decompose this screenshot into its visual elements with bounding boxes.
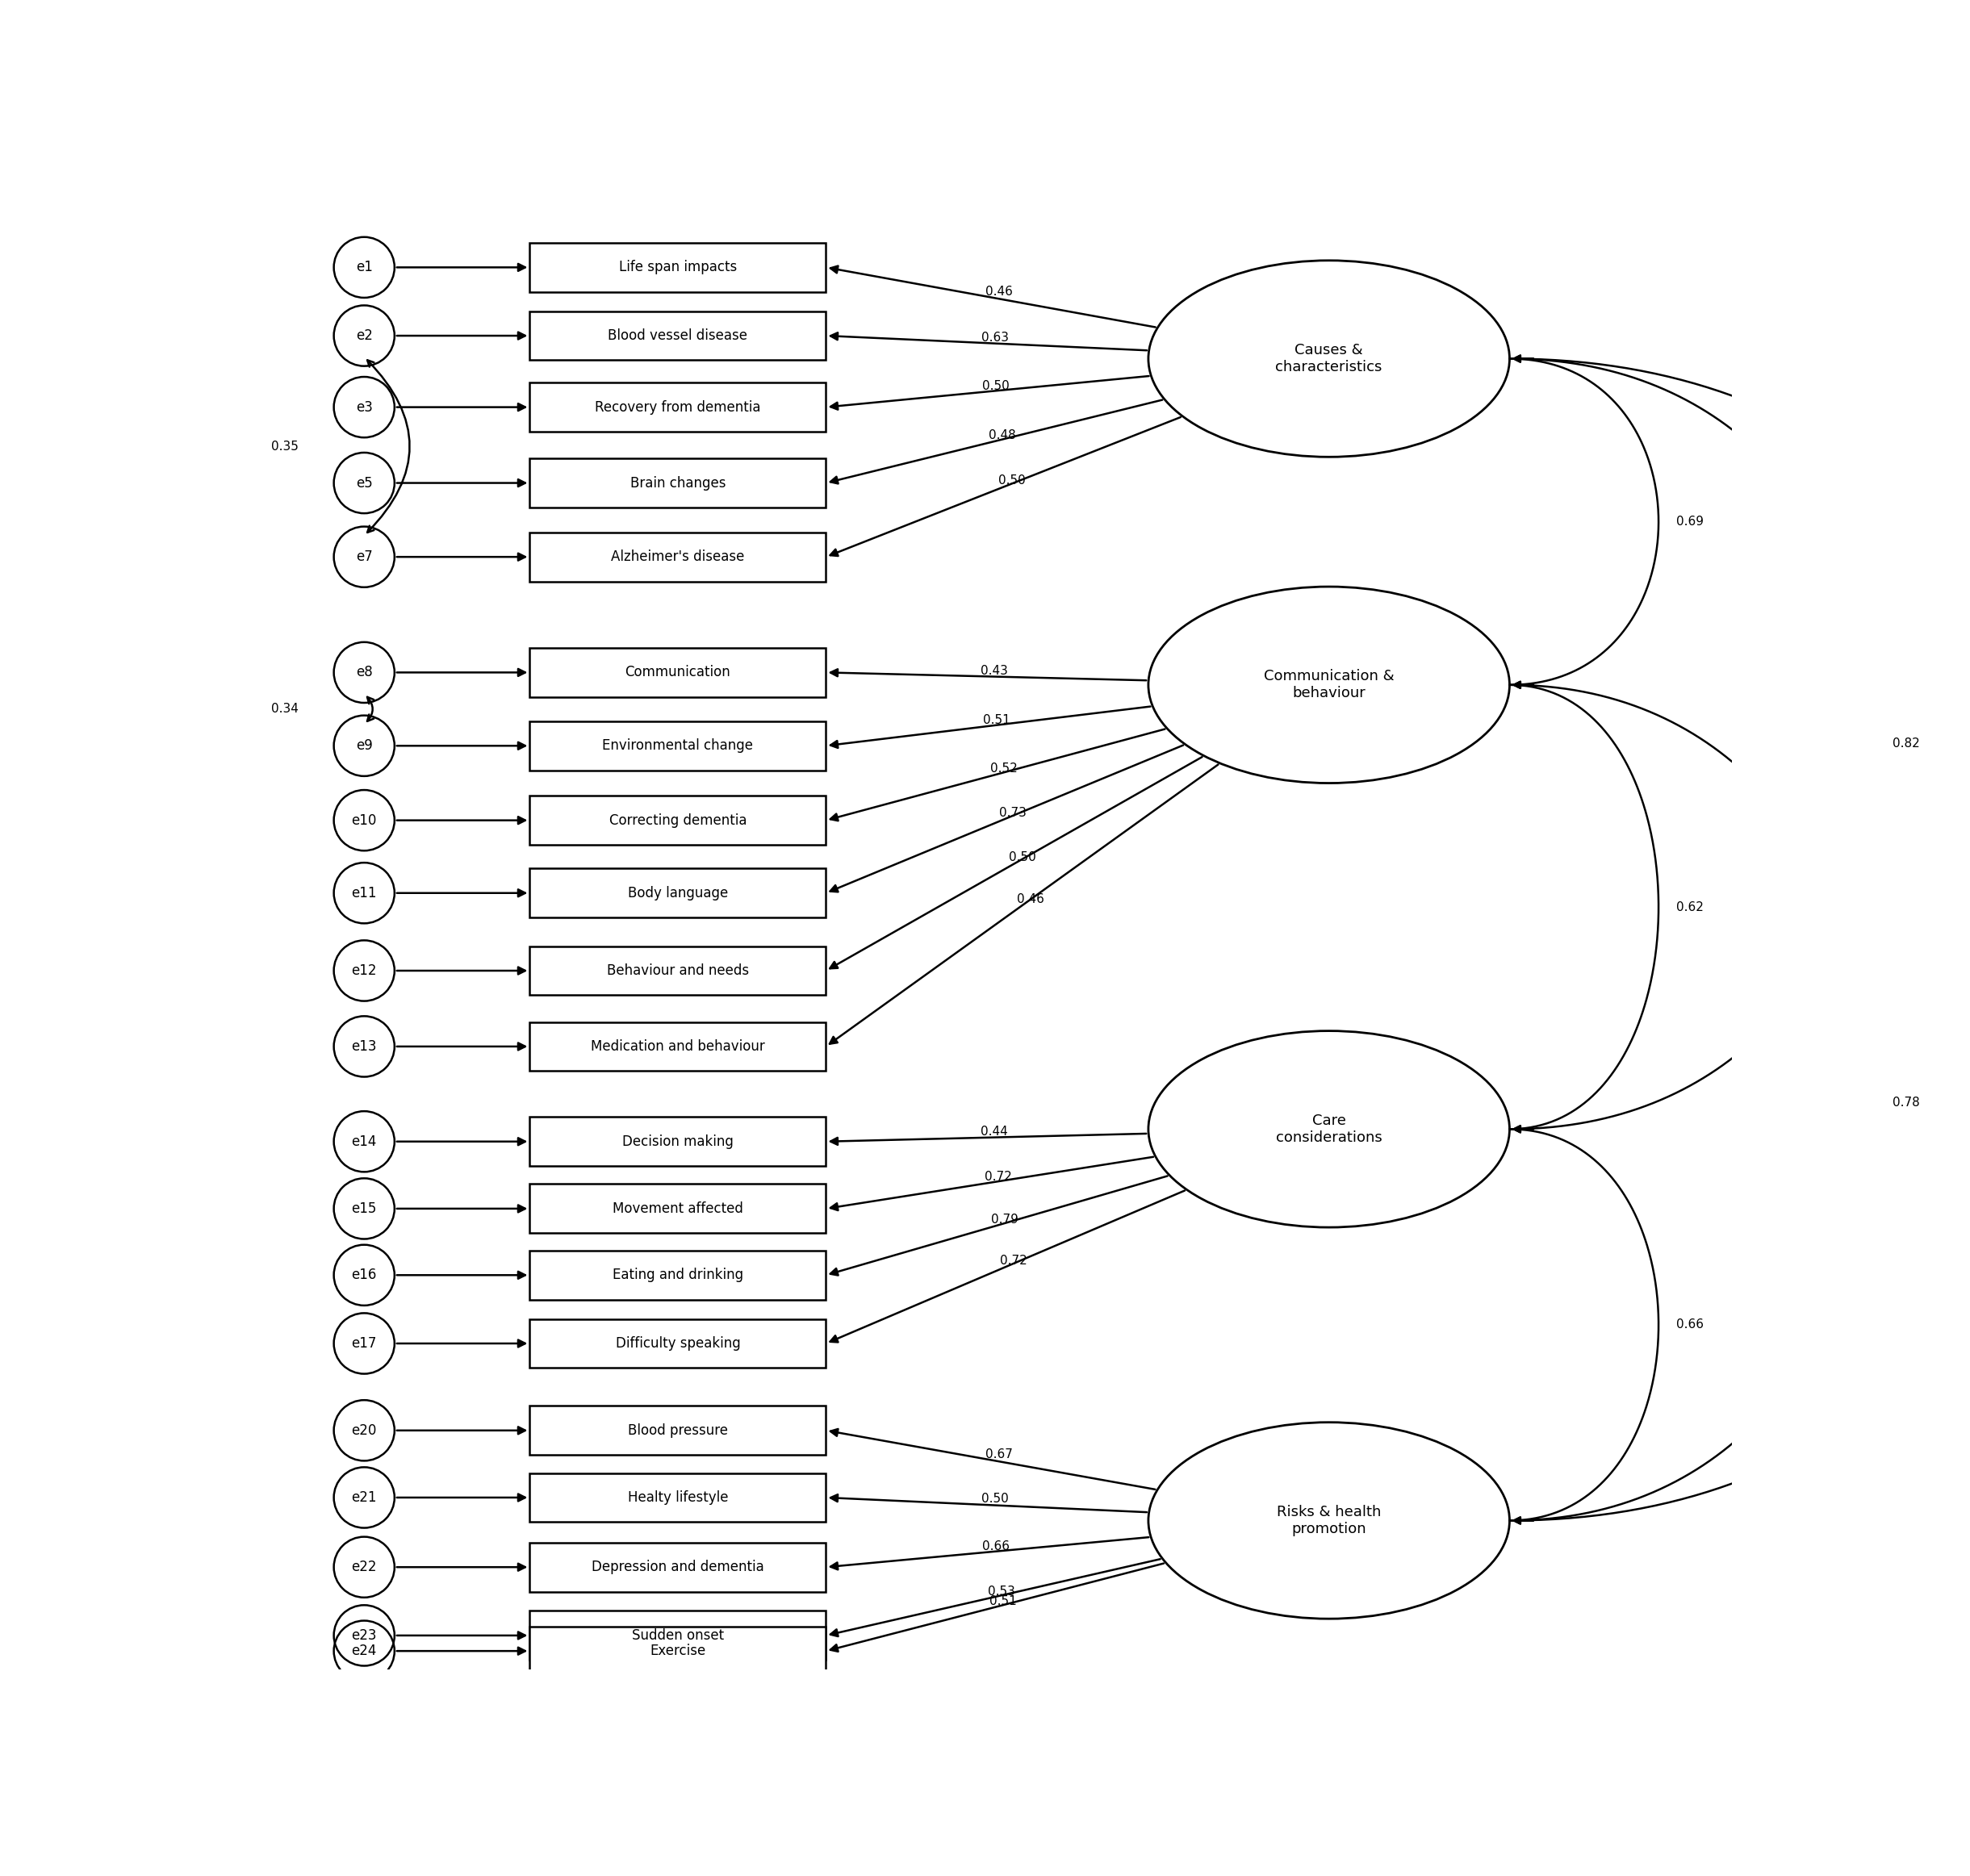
Text: 0.69: 0.69 — [1676, 516, 1704, 527]
Text: Decision making: Decision making — [623, 1135, 733, 1148]
Text: e10: e10 — [351, 812, 376, 827]
Bar — [530, 795, 825, 844]
Text: 0.50: 0.50 — [981, 1493, 1009, 1505]
Text: 0.79: 0.79 — [991, 1214, 1018, 1225]
Text: Blood pressure: Blood pressure — [628, 1424, 727, 1437]
Text: Exercise: Exercise — [650, 1643, 705, 1658]
Bar — [530, 383, 825, 431]
Text: Medication and behaviour: Medication and behaviour — [591, 1039, 764, 1054]
Bar — [530, 1022, 825, 1071]
Text: Blood vessel disease: Blood vessel disease — [609, 328, 749, 343]
Text: 0.52: 0.52 — [991, 762, 1017, 775]
Bar — [530, 311, 825, 360]
Bar — [530, 869, 825, 917]
Text: Sudden onset: Sudden onset — [632, 1628, 723, 1643]
Text: e17: e17 — [351, 1336, 376, 1351]
Text: e7: e7 — [357, 550, 372, 565]
Text: Movement affected: Movement affected — [613, 1201, 743, 1216]
Text: 0.50: 0.50 — [999, 475, 1024, 488]
Bar — [530, 946, 825, 996]
Text: 0.50: 0.50 — [1009, 852, 1036, 863]
Bar — [530, 458, 825, 508]
Text: 0.34: 0.34 — [272, 704, 297, 715]
Text: e16: e16 — [351, 1268, 376, 1283]
Text: Behaviour and needs: Behaviour and needs — [607, 964, 749, 977]
Text: 0.82: 0.82 — [1893, 737, 1921, 750]
Text: Recovery from dementia: Recovery from dementia — [595, 400, 760, 415]
Bar — [530, 1116, 825, 1167]
Text: Alzheimer's disease: Alzheimer's disease — [611, 550, 745, 565]
Text: Difficulty speaking: Difficulty speaking — [615, 1336, 741, 1351]
Text: e14: e14 — [351, 1135, 376, 1148]
Text: 0.66: 0.66 — [981, 1540, 1009, 1551]
Text: e15: e15 — [351, 1201, 376, 1216]
Text: 0.50: 0.50 — [983, 379, 1009, 392]
Bar — [530, 1405, 825, 1456]
Text: e8: e8 — [357, 666, 372, 679]
Text: 0.35: 0.35 — [272, 441, 297, 452]
Text: Care
considerations: Care considerations — [1277, 1114, 1383, 1144]
Text: Eating and drinking: Eating and drinking — [613, 1268, 743, 1283]
Text: 0.67: 0.67 — [985, 1448, 1013, 1460]
Bar — [530, 533, 825, 582]
Text: Communication: Communication — [624, 666, 731, 679]
Text: e23: e23 — [351, 1628, 376, 1643]
Bar — [530, 1319, 825, 1368]
Text: e24: e24 — [351, 1643, 376, 1658]
Text: 0.44: 0.44 — [981, 1126, 1009, 1139]
Text: 0.63: 0.63 — [981, 332, 1009, 343]
Bar — [530, 720, 825, 771]
Text: 0.72: 0.72 — [985, 1171, 1011, 1184]
Text: Life span impacts: Life span impacts — [619, 261, 737, 274]
Bar — [530, 242, 825, 293]
Text: e1: e1 — [357, 261, 372, 274]
Bar — [530, 1184, 825, 1233]
Text: 0.66: 0.66 — [1676, 1319, 1704, 1330]
Text: 0.62: 0.62 — [1676, 900, 1704, 914]
Text: 0.72: 0.72 — [1001, 1255, 1026, 1266]
Bar — [530, 1611, 825, 1660]
Text: 0.51: 0.51 — [983, 715, 1011, 726]
Text: 0.48: 0.48 — [989, 430, 1017, 441]
Text: 0.46: 0.46 — [985, 285, 1013, 298]
Text: Healty lifestyle: Healty lifestyle — [628, 1490, 729, 1505]
Text: e12: e12 — [351, 964, 376, 977]
Text: 0.53: 0.53 — [987, 1585, 1015, 1596]
Text: Brain changes: Brain changes — [630, 477, 725, 490]
Bar — [530, 1542, 825, 1591]
Text: 0.51: 0.51 — [989, 1595, 1017, 1608]
Text: 0.73: 0.73 — [999, 807, 1026, 820]
Text: e20: e20 — [351, 1424, 376, 1437]
Text: Causes &
characteristics: Causes & characteristics — [1275, 343, 1383, 375]
Text: Risks & health
promotion: Risks & health promotion — [1277, 1505, 1381, 1536]
Text: Body language: Body language — [628, 885, 729, 900]
Bar — [530, 1251, 825, 1300]
Text: e3: e3 — [357, 400, 372, 415]
Text: e5: e5 — [357, 477, 372, 490]
Text: e13: e13 — [351, 1039, 376, 1054]
Bar — [530, 1626, 825, 1675]
Text: 0.43: 0.43 — [981, 664, 1009, 677]
Text: Depression and dementia: Depression and dementia — [591, 1559, 764, 1574]
Text: Correcting dementia: Correcting dementia — [609, 812, 747, 827]
Text: Communication &
behaviour: Communication & behaviour — [1263, 670, 1395, 700]
Text: e11: e11 — [351, 885, 376, 900]
Text: e2: e2 — [357, 328, 372, 343]
Text: 0.46: 0.46 — [1017, 893, 1044, 904]
Text: e21: e21 — [351, 1490, 376, 1505]
Text: e9: e9 — [357, 739, 372, 752]
Bar — [530, 647, 825, 698]
Text: e22: e22 — [351, 1559, 376, 1574]
Bar — [530, 1473, 825, 1521]
Text: 0.78: 0.78 — [1893, 1097, 1921, 1109]
Text: Environmental change: Environmental change — [603, 739, 753, 752]
